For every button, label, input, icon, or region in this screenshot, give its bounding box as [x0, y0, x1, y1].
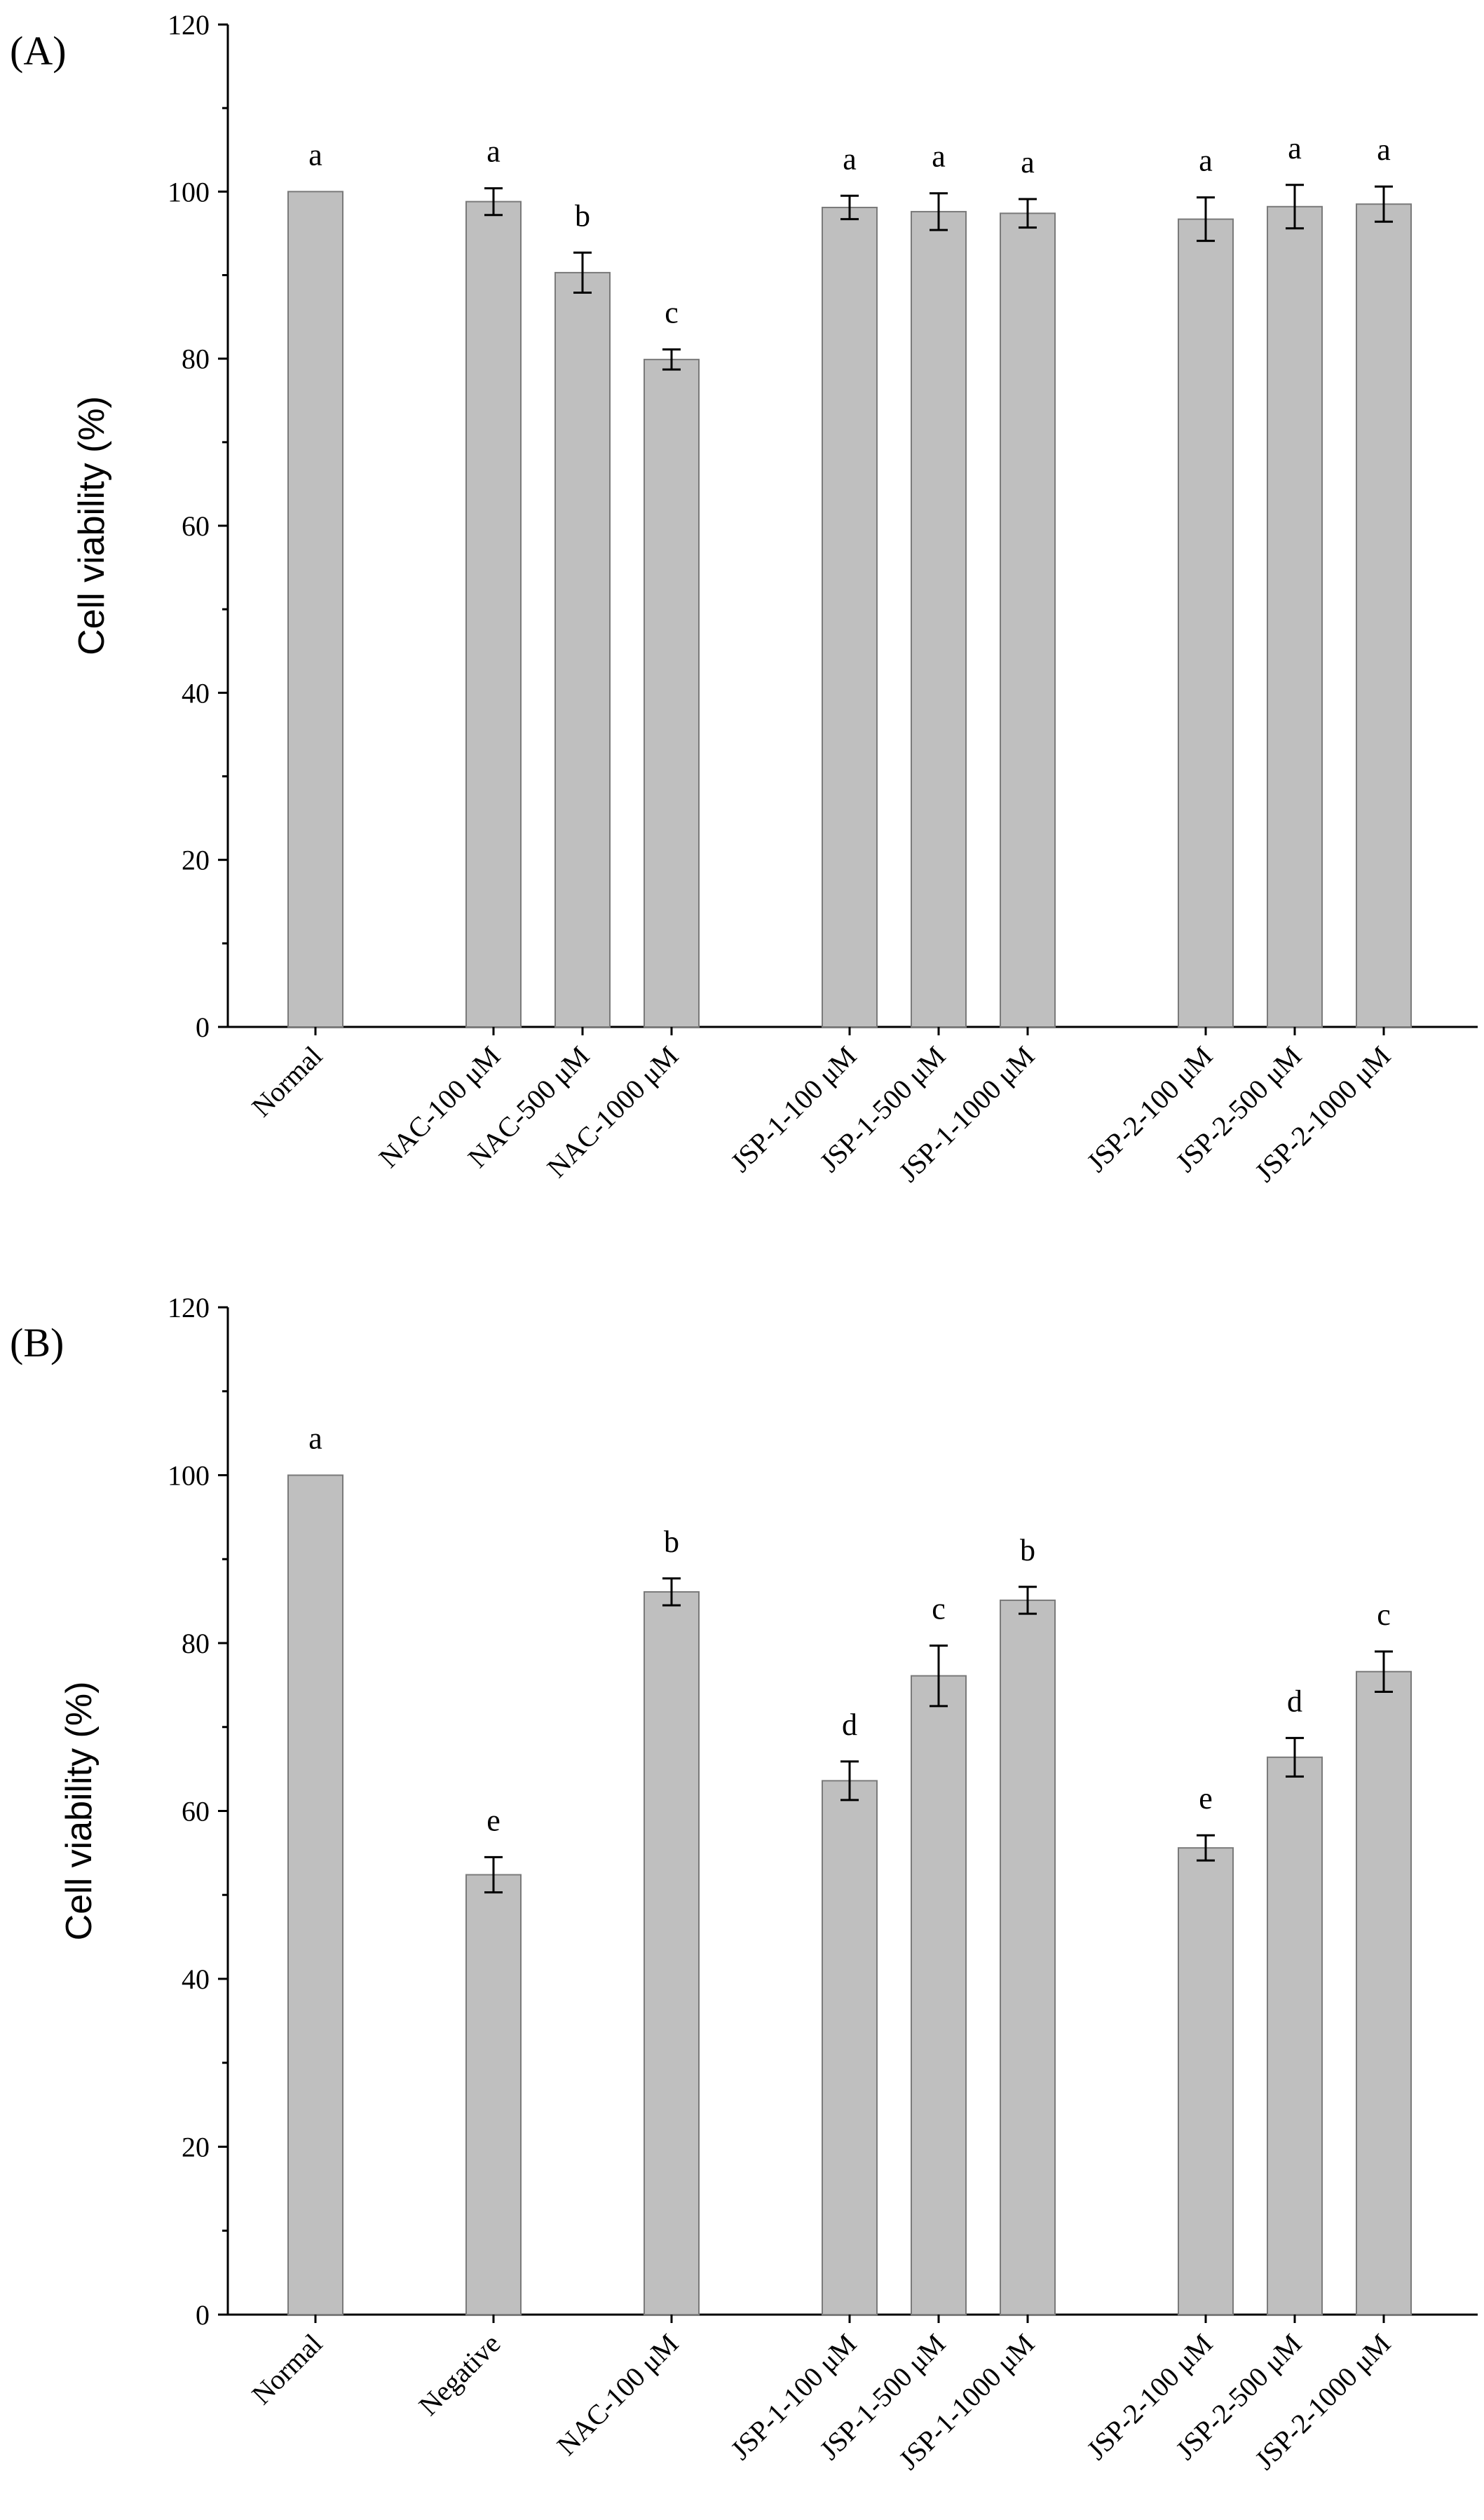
- y-tick-label: 60: [182, 510, 210, 542]
- significance-label: e: [486, 1803, 501, 1837]
- x-tick-label: Normal: [245, 1040, 328, 1123]
- y-tick-label: 0: [196, 1012, 210, 1043]
- bar: [1000, 1599, 1056, 2315]
- chart-panel-a: (A) Cell viability (%) 0 20 40 60 80 100 120 a Nor…: [10, 9, 1478, 1188]
- bar: [1267, 1756, 1323, 2316]
- bar: [1356, 203, 1412, 1028]
- significance-label: a: [1288, 131, 1302, 165]
- significance-label: a: [843, 142, 857, 176]
- y-tick-label: 80: [182, 343, 210, 375]
- y-tick-label: 0: [196, 2299, 210, 2331]
- significance-label: c: [932, 1592, 946, 1626]
- y-tick-label: 20: [182, 845, 210, 876]
- bar: [1356, 1670, 1412, 2316]
- significance-label: a: [1021, 145, 1035, 179]
- bar: [822, 206, 878, 1028]
- bar: [554, 271, 611, 1028]
- y-tick-label: 60: [182, 1796, 210, 1827]
- significance-label: b: [664, 1525, 679, 1559]
- bar: [465, 200, 522, 1028]
- y-tick-label: 120: [168, 1292, 210, 1323]
- bar: [1178, 1847, 1234, 2315]
- significance-label: a: [308, 137, 322, 172]
- bar: [822, 1780, 878, 2315]
- y-axis-title: Cell viability (%): [72, 396, 112, 655]
- bar: [1267, 205, 1323, 1028]
- panel-label: (B): [10, 1320, 64, 1365]
- y-axis-title: Cell viability (%): [59, 1682, 100, 1941]
- x-tick-label: NAC-100 μM: [551, 2328, 685, 2462]
- significance-label: e: [1199, 1781, 1213, 1816]
- significance-label: a: [308, 1422, 322, 1456]
- panel-label: (A): [10, 28, 67, 74]
- y-tick-label: 120: [168, 9, 210, 41]
- significance-label: b: [1020, 1533, 1035, 1567]
- chart-panel-b: (B) Cell viability (%) 0 20 40 60 80 100 120 a Nor…: [10, 1292, 1478, 2476]
- bar: [911, 210, 967, 1028]
- bar: [287, 191, 343, 1028]
- significance-label: b: [575, 198, 590, 233]
- significance-label: d: [842, 1708, 857, 1742]
- y-tick-label: 80: [182, 1628, 210, 1659]
- bar: [1000, 212, 1056, 1028]
- significance-label: a: [1377, 132, 1391, 167]
- x-tick-label: Negative: [412, 2328, 506, 2422]
- bar: [465, 1874, 522, 2315]
- y-tick-label: 40: [182, 677, 210, 709]
- y-tick-label: 20: [182, 2132, 210, 2163]
- significance-label: c: [1377, 1598, 1391, 1632]
- significance-label: c: [665, 296, 679, 330]
- significance-label: a: [486, 135, 501, 169]
- significance-label: d: [1287, 1684, 1302, 1718]
- x-tick-label: Normal: [245, 2328, 328, 2411]
- bar: [911, 1675, 967, 2315]
- y-tick-label: 40: [182, 1963, 210, 1995]
- bar: [644, 1591, 700, 2315]
- significance-label: a: [1199, 144, 1213, 178]
- significance-label: a: [932, 139, 946, 174]
- bar: [1178, 218, 1234, 1028]
- y-tick-label: 100: [168, 176, 210, 207]
- y-tick-label: 100: [168, 1460, 210, 1492]
- bar: [287, 1474, 343, 2315]
- bar: [644, 358, 700, 1028]
